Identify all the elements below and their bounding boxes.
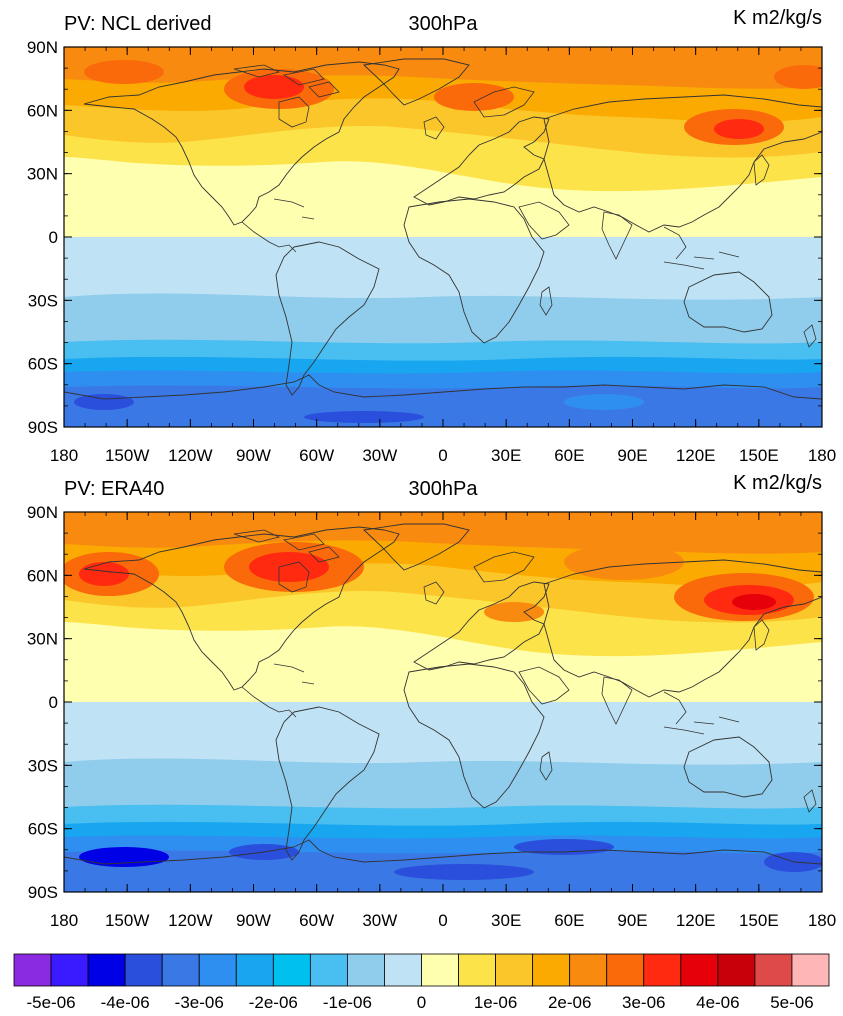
panel-1-left-title: PV: NCL derived	[64, 13, 211, 35]
lat-tick-label: 90N	[27, 38, 58, 57]
lon-tick-label: 180	[808, 446, 836, 465]
lon-tick-label: 30W	[362, 446, 397, 465]
colorbar-label: -2e-06	[249, 993, 298, 1012]
lon-tick-label: 150E	[739, 911, 779, 930]
lon-tick-label: 90E	[617, 446, 647, 465]
lon-tick-label: 60W	[299, 911, 334, 930]
colorbar-box	[347, 953, 385, 987]
colorbar-label: 5e-06	[770, 993, 813, 1012]
lat-tick-label: 90S	[28, 418, 58, 437]
colorbar-box	[754, 953, 793, 987]
colorbar-label: -1e-06	[323, 993, 372, 1012]
lon-tick-label: 150W	[105, 911, 149, 930]
colorbar-box	[606, 953, 645, 987]
lon-tick-label: 30W	[362, 911, 397, 930]
lon-tick-label: 120W	[168, 446, 212, 465]
lon-tick-label: 30E	[491, 911, 521, 930]
panel-2-left-title: PV: ERA40	[64, 478, 164, 500]
colorbar-box	[717, 953, 756, 987]
colorbar-box	[50, 953, 89, 987]
lat-tick-label: 0	[49, 693, 58, 712]
panel-2-center-title: 300hPa	[409, 478, 479, 500]
colorbar-label: 2e-06	[548, 993, 591, 1012]
lat-tick-label: 60N	[27, 566, 58, 585]
lon-tick-label: 0	[438, 446, 447, 465]
lon-tick-label: 150W	[105, 446, 149, 465]
lon-tick-label: 60E	[554, 911, 584, 930]
lon-tick-label: 90W	[236, 446, 271, 465]
lat-tick-label: 30N	[27, 165, 58, 184]
panel-1-field	[64, 47, 822, 427]
panel-2-right-title: K m2/kg/s	[733, 472, 822, 494]
colorbar: -5e-06 -4e-06 -3e-06 -2e-06 -1e-06 0 1e-06 2e-0…	[13, 953, 830, 1012]
colorbar-box	[124, 953, 163, 987]
colorbar-box	[161, 953, 200, 987]
lon-tick-label: 30E	[491, 446, 521, 465]
lon-tick-label: 180	[808, 911, 836, 930]
lat-tick-label: 60S	[28, 355, 58, 374]
lat-tick-label: 60S	[28, 820, 58, 839]
panel-1-center-title: 300hPa	[409, 13, 479, 35]
colorbar-label: 4e-06	[696, 993, 739, 1012]
lon-tick-label: 60E	[554, 446, 584, 465]
colorbar-box	[384, 953, 422, 987]
colorbar-box	[643, 953, 682, 987]
colorbar-box	[421, 953, 459, 987]
colorbar-box	[309, 953, 348, 987]
colorbar-box	[458, 953, 496, 987]
lat-tick-label: 30S	[28, 291, 58, 310]
lat-tick-label: 0	[49, 228, 58, 247]
lon-tick-label: 60W	[299, 446, 334, 465]
panel-2: PV: ERA40 300hPa K m2/kg/s	[63, 472, 823, 893]
colorbar-box	[569, 953, 608, 987]
lon-tick-label: 90W	[236, 911, 271, 930]
lon-tick-label: 150E	[739, 446, 779, 465]
lat-tick-label: 90N	[27, 503, 58, 522]
lon-tick-label: 0	[438, 911, 447, 930]
colorbar-box	[272, 953, 311, 987]
colorbar-box	[87, 953, 126, 987]
axes: 90N 60N 30N 0 30S 60S 90S 180 150W 120W 90W 60W 30W 0…	[27, 38, 836, 930]
colorbar-label: 1e-06	[474, 993, 517, 1012]
lon-tick-label: 180	[50, 446, 78, 465]
colorbar-label: 3e-06	[622, 993, 665, 1012]
lon-tick-label: 180	[50, 911, 78, 930]
colorbar-box	[791, 953, 830, 987]
colorbar-box	[198, 953, 237, 987]
colorbar-label: -4e-06	[101, 993, 150, 1012]
lat-tick-label: 30S	[28, 756, 58, 775]
colorbar-box	[495, 953, 534, 987]
lat-tick-label: 30N	[27, 630, 58, 649]
colorbar-box	[235, 953, 274, 987]
lon-tick-label: 120E	[676, 911, 716, 930]
colorbar-box	[532, 953, 571, 987]
panel-1: PV: NCL derived 300hPa K m2/kg/s	[63, 7, 823, 428]
colorbar-label: -3e-06	[175, 993, 224, 1012]
lat-tick-label: 90S	[28, 883, 58, 902]
colorbar-label: 0	[417, 993, 426, 1012]
lon-tick-label: 120W	[168, 911, 212, 930]
panel-2-field	[64, 512, 822, 892]
colorbar-label: -5e-06	[26, 993, 75, 1012]
lat-tick-label: 60N	[27, 101, 58, 120]
panel-1-right-title: K m2/kg/s	[733, 7, 822, 29]
lon-tick-label: 90E	[617, 911, 647, 930]
colorbar-box	[13, 953, 52, 987]
lon-tick-label: 120E	[676, 446, 716, 465]
colorbar-box	[680, 953, 719, 987]
